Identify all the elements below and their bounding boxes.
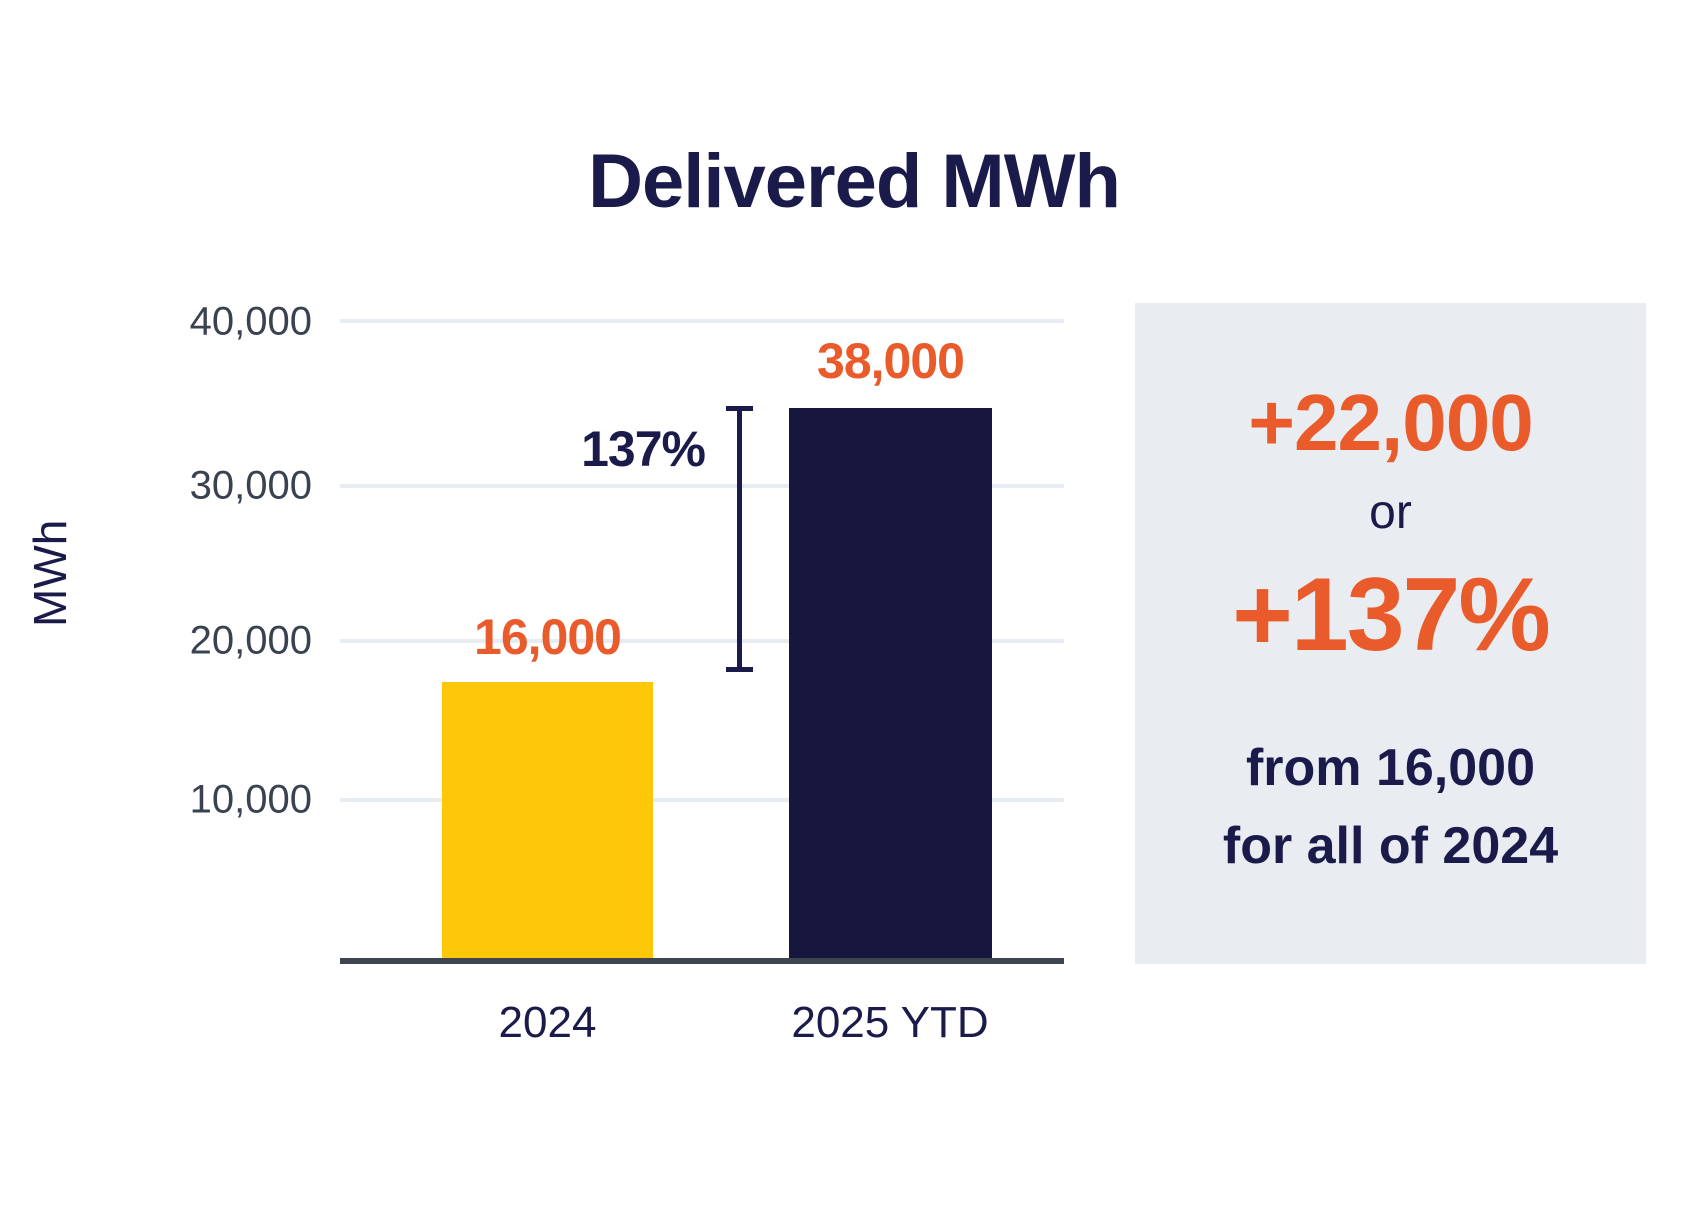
chart-title: Delivered MWh [588, 139, 1121, 224]
gridline-20000 [340, 639, 1064, 643]
callout-panel: +22,000 or +137% from 16,000 for all of … [1135, 303, 1646, 964]
bar-2024 [442, 682, 653, 962]
change-bracket-cap-top [726, 406, 753, 411]
x-tick-label-2024: 2024 [498, 998, 597, 1047]
callout-context-line-2: for all of 2024 [1222, 816, 1559, 875]
bar-2025-ytd [789, 408, 992, 962]
bar-value-label-2024: 16,000 [474, 609, 622, 665]
change-bracket-line [737, 408, 742, 670]
change-bracket-cap-bottom [726, 667, 753, 672]
callout-context: from 16,000 for all of 2024 [1223, 729, 1558, 885]
callout-context-line-1: from 16,000 [1245, 738, 1536, 797]
y-tick-label-30000: 30,000 [189, 463, 312, 508]
callout-percent-value: +137% [1232, 556, 1551, 673]
callout-conjunction: or [1369, 485, 1412, 539]
x-axis-line [340, 958, 1064, 964]
y-tick-label-20000: 20,000 [189, 618, 312, 663]
x-tick-label-2025-ytd: 2025 YTD [791, 998, 989, 1047]
bar-value-label-2025-ytd: 38,000 [817, 333, 965, 389]
gridline-10000 [340, 798, 1064, 802]
y-tick-label-40000: 40,000 [189, 299, 312, 344]
gridline-30000 [340, 484, 1064, 488]
percent-change-label: 137% [581, 421, 706, 477]
y-tick-label-10000: 10,000 [189, 777, 312, 822]
callout-delta-value: +22,000 [1248, 377, 1533, 467]
y-axis-title: MWh [24, 519, 76, 627]
gridline-40000 [340, 319, 1064, 323]
